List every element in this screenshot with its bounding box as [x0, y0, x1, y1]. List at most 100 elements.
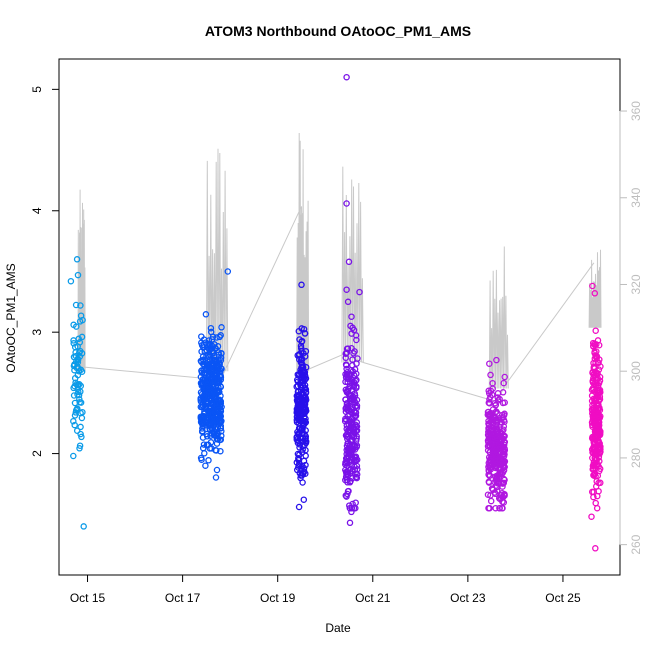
data-point [212, 474, 220, 481]
data-point [207, 361, 214, 368]
data-point [494, 453, 501, 460]
data-point [346, 372, 354, 380]
data-point-outlier [73, 256, 81, 263]
data-point [295, 391, 302, 399]
data-point [205, 457, 212, 464]
data-point [70, 337, 77, 344]
data-point [74, 371, 82, 379]
right-y-tick-label: 260 [629, 534, 643, 554]
data-point [200, 357, 207, 365]
data-point [348, 452, 356, 459]
data-point [213, 399, 220, 407]
data-point [200, 441, 208, 448]
plot-frame [58, 58, 621, 576]
data-point [73, 427, 81, 434]
data-point [203, 398, 211, 406]
data-point [348, 313, 355, 320]
data-point-outlier [202, 462, 209, 469]
data-point-outlier [300, 496, 308, 503]
data-point [212, 446, 219, 454]
data-point [485, 471, 492, 478]
data-point [591, 380, 598, 388]
data-point [596, 414, 604, 422]
data-point [299, 361, 306, 368]
series-1 [197, 268, 232, 481]
data-point [79, 408, 86, 416]
data-point [595, 341, 603, 349]
data-point-outlier [348, 508, 355, 516]
data-point [593, 400, 600, 408]
data-point [491, 489, 498, 496]
data-point [496, 395, 503, 403]
data-point [215, 349, 222, 356]
data-point [299, 379, 307, 387]
data-point [487, 371, 494, 379]
data-point [213, 466, 221, 474]
data-point [215, 415, 222, 422]
y-tick-label: 3 [30, 329, 44, 336]
data-point [595, 479, 602, 487]
data-point-outlier [297, 474, 304, 482]
data-point [302, 418, 309, 425]
data-point-outlier [486, 360, 493, 367]
data-point-outlier [589, 282, 596, 290]
data-point-outlier [493, 356, 500, 364]
data-point [350, 395, 358, 402]
data-point [497, 448, 504, 455]
data-point [217, 383, 224, 390]
data-point [595, 446, 603, 454]
data-point [199, 394, 207, 401]
data-point [350, 382, 357, 389]
data-point [342, 350, 350, 357]
data-point [494, 428, 501, 436]
data-point [209, 381, 216, 388]
data-point-outlier [77, 302, 84, 309]
data-point [299, 446, 306, 453]
data-point [496, 443, 504, 451]
x-tick-label: Oct 15 [70, 591, 106, 605]
data-point [345, 487, 352, 495]
data-point [590, 395, 598, 402]
data-point [501, 439, 508, 446]
data-point [217, 365, 225, 372]
data-point [71, 382, 78, 390]
series-5 [588, 282, 604, 552]
data-point [346, 426, 354, 434]
data-point [302, 407, 310, 415]
data-point [302, 438, 310, 445]
data-point [76, 395, 83, 403]
data-point [302, 348, 310, 355]
x-tick-label: Oct 23 [450, 591, 486, 605]
data-point [207, 439, 215, 446]
data-points [67, 73, 604, 552]
altitude-spikes-4 [488, 246, 509, 389]
data-point [485, 421, 493, 429]
data-point [344, 402, 351, 410]
data-point [302, 452, 309, 460]
x-tick-label: Oct 25 [545, 591, 581, 605]
data-point-outlier [224, 268, 232, 275]
data-point-outlier [295, 503, 303, 511]
data-point [589, 339, 597, 347]
y-axis: 2 3 4 5 [30, 86, 60, 457]
data-point [72, 301, 80, 309]
data-point [296, 370, 303, 378]
data-point [596, 377, 604, 384]
data-point [71, 412, 79, 419]
series-2 [293, 281, 310, 511]
data-point [205, 385, 212, 392]
data-point [499, 494, 507, 501]
data-point [77, 423, 84, 431]
data-point [210, 356, 218, 363]
data-point [347, 322, 354, 330]
data-point [492, 504, 499, 512]
right-y-tick-label: 320 [629, 274, 643, 294]
data-point [297, 345, 305, 352]
data-point [342, 415, 349, 423]
data-point [487, 431, 494, 438]
data-point [209, 410, 217, 418]
right-y-tick-label: 300 [629, 361, 643, 381]
data-point [489, 385, 496, 392]
data-point-outlier [346, 519, 354, 527]
data-point [344, 490, 351, 498]
